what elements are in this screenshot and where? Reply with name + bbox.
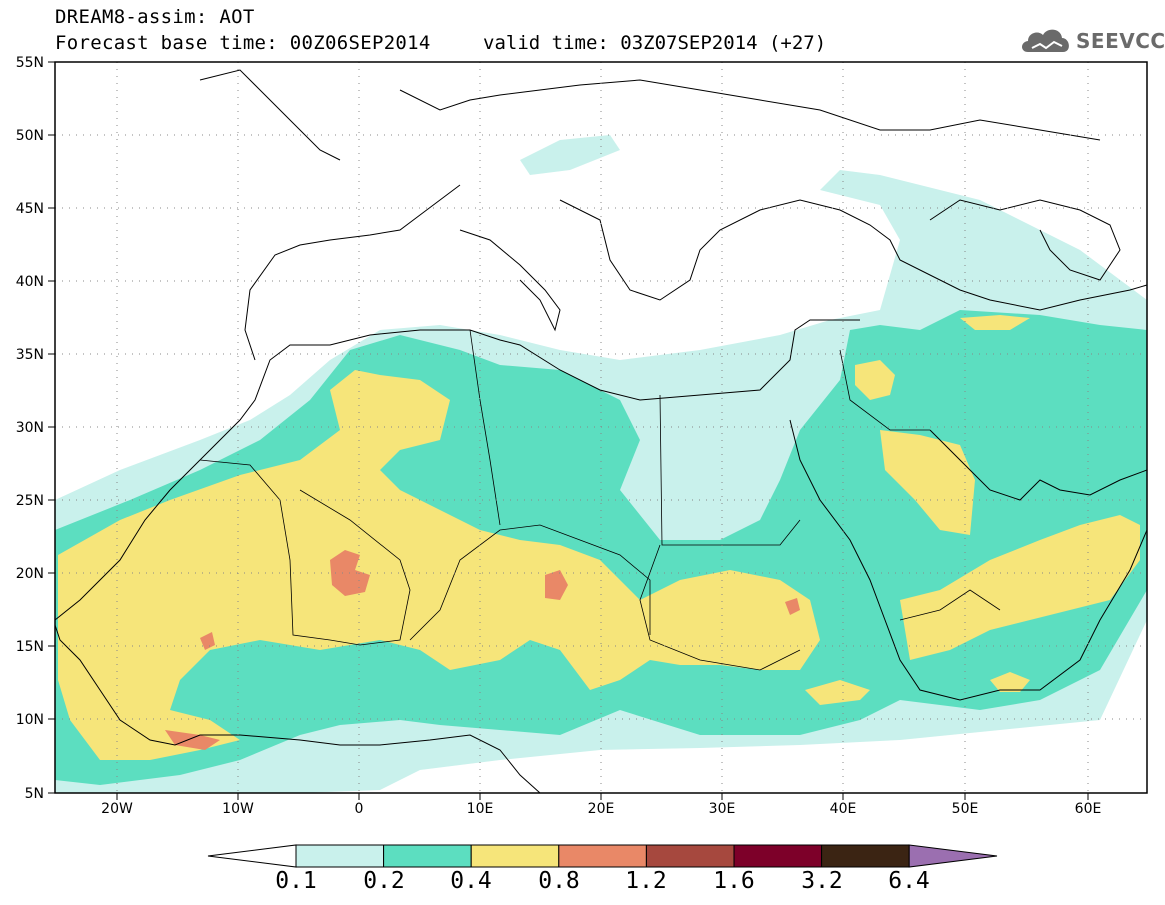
legend-swatch-3 xyxy=(558,844,647,868)
aot-band-0.4-yemen xyxy=(990,672,1030,692)
legend-label-0.1: 0.1 xyxy=(275,868,317,894)
legend-swatch-under xyxy=(207,844,297,868)
forecast-base-time: Forecast base time: 00Z06SEP2014 xyxy=(55,32,431,54)
lat-label-50n: 50N xyxy=(16,128,44,144)
legend-label-0.2: 0.2 xyxy=(363,868,405,894)
aot-band-0.8-c xyxy=(785,598,800,615)
legend-label-1.2: 1.2 xyxy=(625,868,667,894)
aot-band-0.4 xyxy=(58,370,820,760)
legend-labels: 0.1 0.2 0.4 0.8 1.2 1.6 3.2 6.4 xyxy=(0,868,1165,898)
map-title: DREAM8-assim: AOT xyxy=(55,6,255,28)
grid-lines xyxy=(55,62,1147,793)
legend-label-0.4: 0.4 xyxy=(450,868,492,894)
seevccc-logo: SEEVCCC xyxy=(1018,24,1165,58)
lon-label-20w: 20W xyxy=(101,801,133,817)
legend-swatch-5 xyxy=(733,844,823,868)
legend-swatch-1 xyxy=(383,844,472,868)
logo-text: SEEVCCC xyxy=(1076,29,1165,53)
cloud-icon xyxy=(1022,29,1069,52)
aot-band-0.4-nile xyxy=(805,680,870,705)
lat-label-55n: 55N xyxy=(16,55,44,71)
axis-ticks xyxy=(48,61,1089,800)
coastlines xyxy=(55,69,1147,793)
aot-band-0.8-e xyxy=(200,632,215,650)
lat-label-10n: 10N xyxy=(16,712,44,728)
aot-band-0.1-north xyxy=(520,135,620,175)
aot-band-0.4-arabia2 xyxy=(900,515,1140,660)
legend-swatch-6 xyxy=(821,844,910,868)
lon-label-10e: 10E xyxy=(467,801,494,817)
aot-band-0.8-d xyxy=(165,730,220,750)
lat-label-45n: 45N xyxy=(16,201,44,217)
lat-label-25n: 25N xyxy=(16,493,44,509)
legend-swatch-0 xyxy=(295,844,385,868)
legend-label-1.6: 1.6 xyxy=(713,868,755,894)
legend-label-6.4: 6.4 xyxy=(888,868,930,894)
lon-label-50e: 50E xyxy=(952,801,979,817)
legend-swatch-over xyxy=(908,844,998,868)
valid-time: valid time: 03Z07SEP2014 (+27) xyxy=(483,32,827,54)
aot-band-0.8-b xyxy=(545,570,568,600)
lon-label-10w: 10W xyxy=(222,801,254,817)
lat-label-30n: 30N xyxy=(16,420,44,436)
lon-label-30e: 30E xyxy=(709,801,736,817)
aot-band-0.4-arabia xyxy=(880,430,975,535)
lat-label-35n: 35N xyxy=(16,347,44,363)
legend-swatch-4 xyxy=(645,844,735,868)
lat-label-20n: 20N xyxy=(16,566,44,582)
color-legend xyxy=(207,844,998,868)
lat-label-5n: 5N xyxy=(25,786,44,802)
legend-label-0.8: 0.8 xyxy=(538,868,580,894)
lat-label-40n: 40N xyxy=(16,274,44,290)
borders xyxy=(199,329,1001,671)
aot-band-0.4-caspian xyxy=(960,315,1030,330)
lon-label-60e: 60E xyxy=(1075,801,1102,817)
lon-label-0: 0 xyxy=(355,801,364,817)
legend-label-3.2: 3.2 xyxy=(801,868,843,894)
lon-label-40e: 40E xyxy=(830,801,857,817)
legend-swatch-2 xyxy=(470,844,560,868)
lat-label-15n: 15N xyxy=(16,639,44,655)
aot-band-0.4-iraq xyxy=(855,360,895,400)
lon-label-20e: 20E xyxy=(588,801,615,817)
